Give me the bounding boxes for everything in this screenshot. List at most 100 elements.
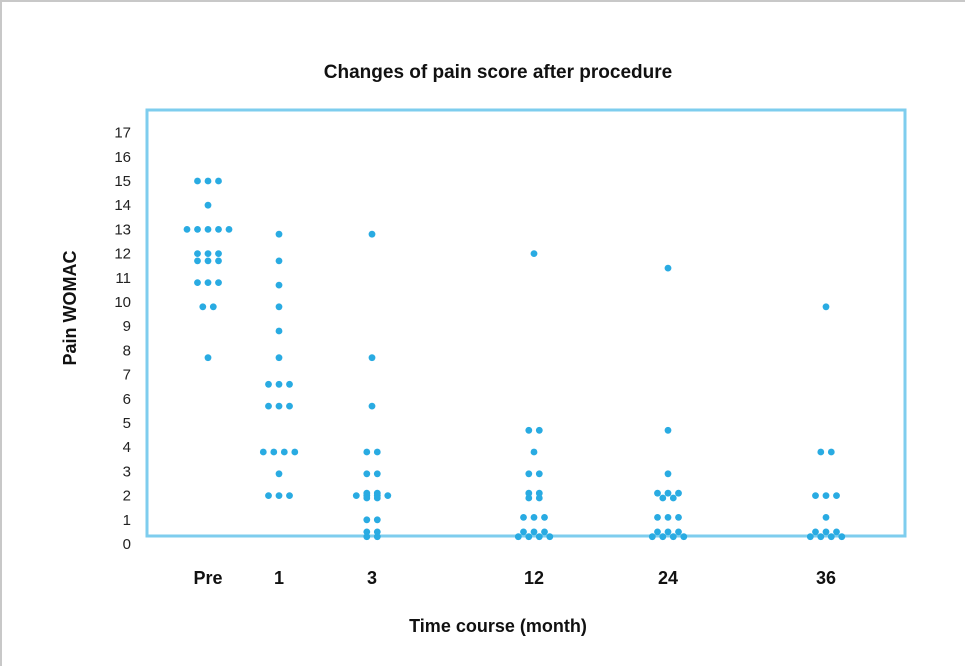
data-point: [275, 470, 283, 478]
y-axis-title: Pain WOMAC: [60, 251, 80, 366]
data-point: [215, 257, 222, 265]
data-point: [209, 303, 217, 311]
data-point: [373, 494, 381, 502]
y-tick-label: 7: [123, 367, 131, 384]
data-point: [535, 489, 543, 497]
data-point: [817, 533, 825, 541]
data-point: [275, 402, 283, 410]
data-point: [530, 250, 538, 257]
data-point: [194, 177, 201, 185]
data-point: [363, 448, 371, 456]
data-point: [204, 257, 212, 265]
data-point: [275, 281, 283, 289]
y-tick-label: 11: [115, 270, 131, 287]
data-point: [373, 516, 381, 524]
data-point: [363, 533, 371, 541]
x-tick-labels: Pre 1 3 12 24 36: [193, 568, 836, 588]
data-point: [275, 257, 283, 265]
data-point: [669, 533, 677, 541]
data-point: [215, 226, 222, 233]
data-point: [286, 402, 293, 410]
data-point: [525, 426, 533, 434]
data-point: [204, 177, 212, 185]
data-point: [822, 303, 830, 311]
data-point: [535, 470, 543, 478]
data-point: [514, 533, 522, 541]
data-point: [204, 201, 212, 209]
data-point: [259, 448, 267, 456]
data-point: [368, 402, 376, 410]
data-point: [654, 489, 661, 497]
data-point: [822, 492, 830, 499]
data-point: [648, 533, 656, 541]
data-point: [535, 426, 543, 434]
y-tick-label: 3: [123, 463, 131, 480]
y-tick-label: 5: [123, 415, 131, 432]
data-point: [827, 533, 835, 541]
data-point: [822, 514, 830, 521]
data-point: [530, 448, 538, 456]
data-point: [664, 489, 672, 497]
data-point: [525, 533, 533, 541]
data-point: [194, 250, 201, 257]
data-point: [291, 448, 299, 456]
data-point: [204, 279, 212, 286]
data-point: [530, 514, 538, 521]
data-point: [194, 226, 201, 233]
x-tick-label: 3: [367, 568, 377, 588]
data-point: [368, 354, 376, 362]
data-point: [275, 380, 283, 388]
data-point: [373, 448, 381, 456]
data-point: [812, 492, 819, 499]
data-point: [275, 303, 283, 311]
data-point: [286, 492, 293, 499]
data-point: [275, 230, 283, 238]
y-tick-label: 17: [114, 125, 131, 142]
data-point: [373, 470, 381, 478]
data-point: [669, 494, 677, 502]
data-point: [373, 533, 381, 541]
data-point: [812, 528, 819, 536]
data-point: [215, 177, 222, 185]
data-points: [183, 177, 846, 541]
y-tick-label: 15: [114, 173, 131, 190]
data-point: [664, 470, 672, 478]
data-point: [204, 250, 212, 257]
data-point: [664, 528, 672, 536]
y-tick-label: 6: [123, 391, 131, 408]
data-point: [280, 448, 288, 456]
x-tick-label: 1: [274, 568, 284, 588]
data-point: [363, 516, 371, 524]
data-point: [817, 448, 825, 456]
data-point: [204, 226, 212, 233]
x-tick-label: 12: [524, 568, 544, 588]
y-tick-label: 4: [123, 439, 131, 456]
data-point: [833, 492, 840, 499]
y-tick-label: 16: [114, 149, 131, 166]
data-point: [654, 528, 661, 536]
y-tick-label: 2: [123, 488, 131, 505]
data-point: [664, 426, 672, 434]
data-point: [225, 226, 233, 233]
data-point: [806, 533, 814, 541]
data-point: [535, 494, 543, 502]
data-point: [827, 448, 835, 456]
data-point: [535, 533, 543, 541]
data-point: [664, 514, 672, 521]
data-point: [833, 528, 840, 536]
data-point: [199, 303, 207, 311]
data-point: [654, 514, 661, 521]
y-tick-label: 1: [123, 512, 131, 529]
data-point: [265, 402, 272, 410]
data-point: [265, 380, 272, 388]
data-point: [675, 528, 682, 536]
data-point: [541, 528, 548, 536]
data-point: [384, 492, 392, 499]
data-point: [363, 528, 371, 536]
data-point: [286, 380, 293, 388]
data-point: [194, 257, 201, 265]
data-point: [265, 492, 272, 499]
